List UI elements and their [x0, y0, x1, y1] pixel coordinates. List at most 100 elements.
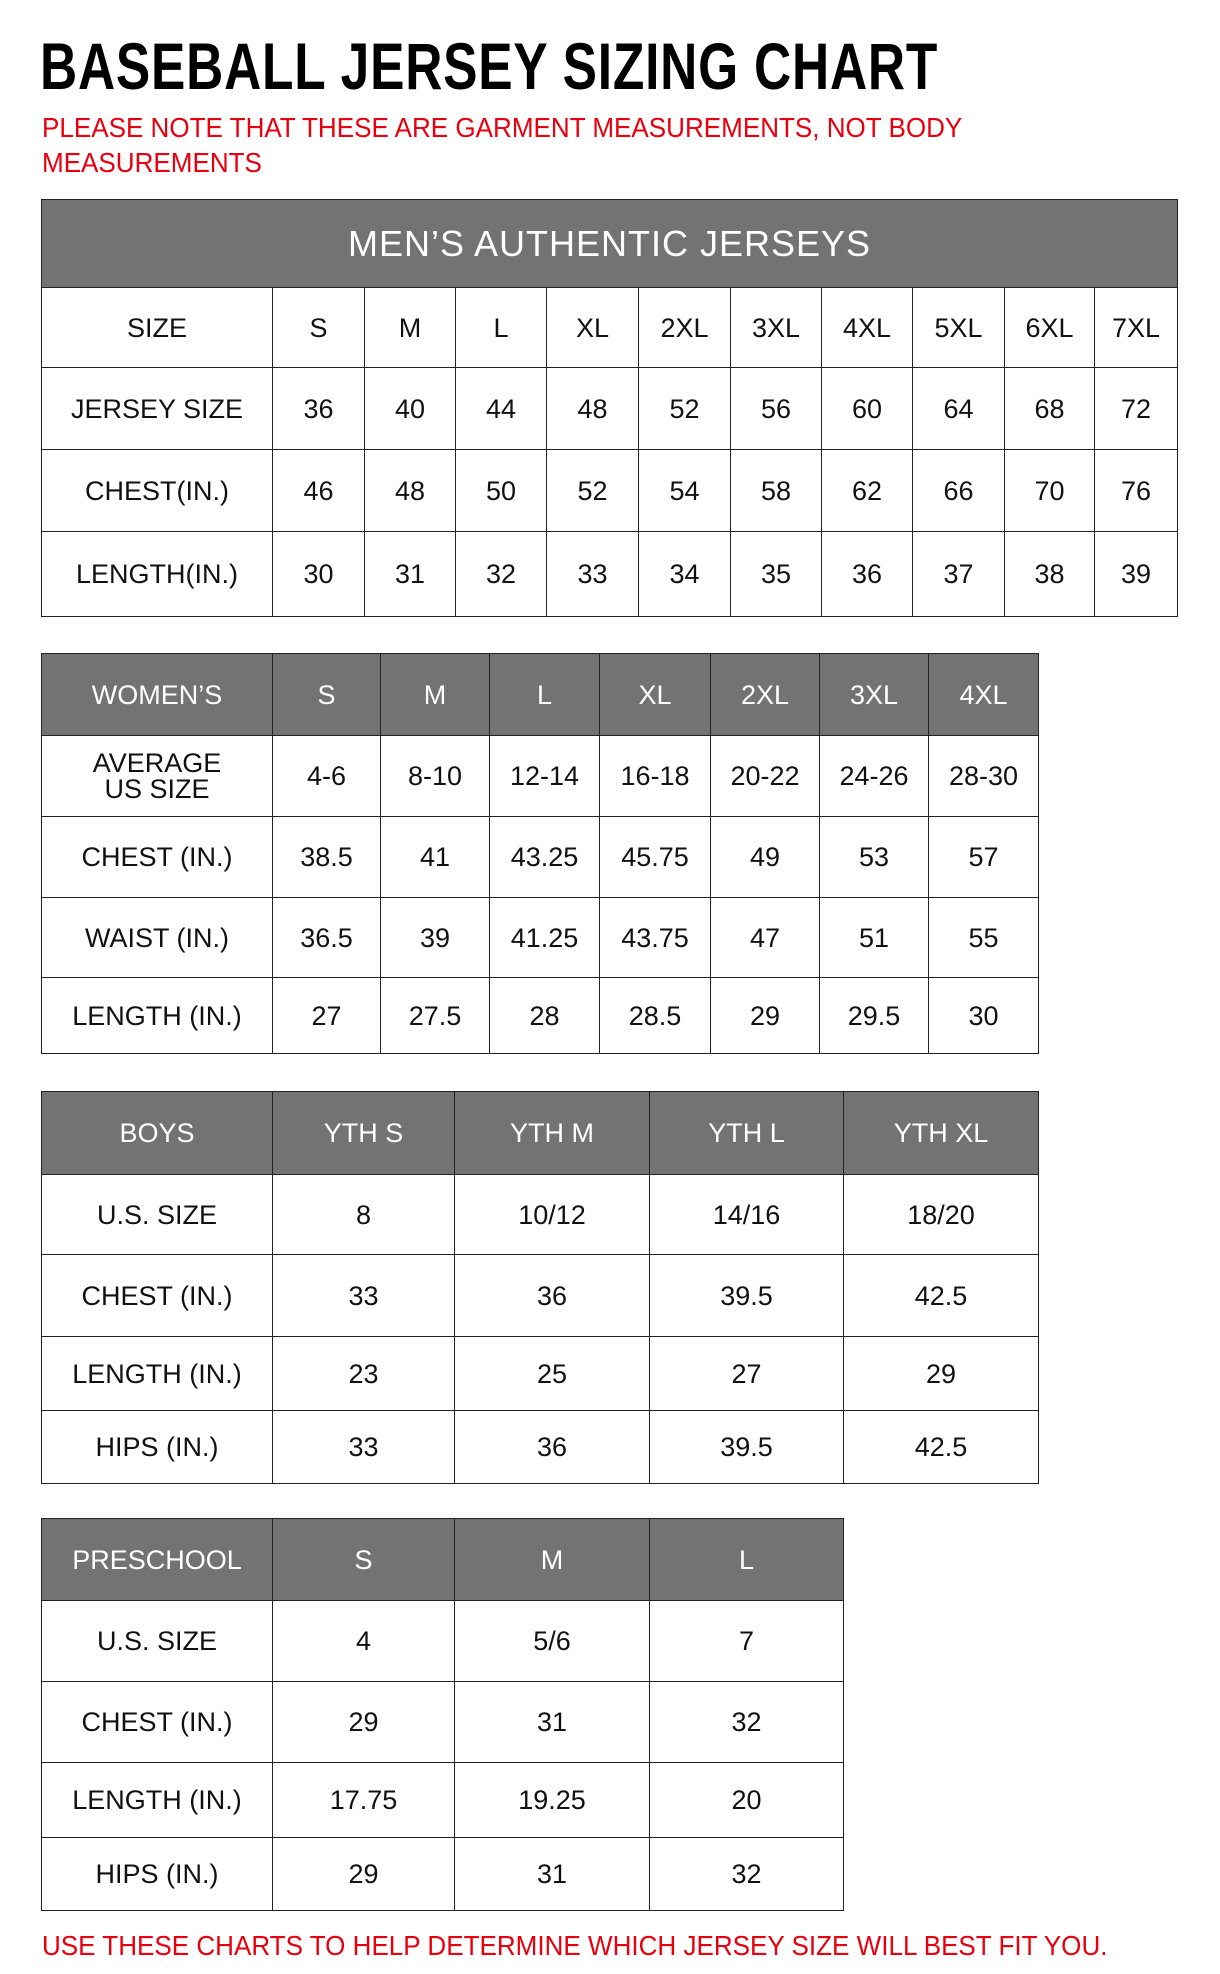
table-cell: 64 [912, 367, 1005, 450]
table-row: U.S. SIZE 4 5/6 7 [41, 1600, 844, 1682]
table-cell: 50 [455, 449, 547, 532]
table-cell: 32 [649, 1837, 844, 1911]
table-row: AVERAGE US SIZE 4-6 8-10 12-14 16-18 20-22 24-… [41, 735, 1039, 817]
table-cell: 57 [928, 816, 1039, 898]
table-cell: 33 [546, 531, 639, 617]
fit-advice-note: USE THESE CHARTS TO HELP DETERMINE WHICH… [42, 1930, 1108, 1961]
table-cell: 29 [843, 1336, 1039, 1411]
table-cell: 36 [821, 531, 913, 617]
column-header: L [649, 1518, 844, 1601]
table-cell: 27.5 [380, 977, 490, 1054]
column-header: 2XL [710, 653, 820, 736]
table-cell: 42.5 [843, 1410, 1039, 1484]
table-cell: 36 [272, 367, 365, 450]
column-header: S [272, 1518, 455, 1601]
table-cell: 20-22 [710, 735, 820, 817]
row-label: U.S. SIZE [41, 1174, 273, 1255]
table-row: CHEST(IN.) 46 48 50 52 54 58 62 66 70 76 [41, 449, 1179, 532]
table-row: LENGTH(IN.) 30 31 32 33 34 35 36 37 38 39 [41, 531, 1179, 617]
row-label: HIPS (IN.) [41, 1837, 273, 1911]
table-cell: 72 [1093, 367, 1179, 450]
table-cell: 32 [649, 1681, 844, 1763]
row-label-header: PRESCHOOL [41, 1518, 273, 1601]
row-label: AVERAGE US SIZE [41, 735, 273, 817]
table-cell: 29.5 [819, 977, 929, 1054]
table-cell: 41 [380, 816, 490, 898]
table-cell: 43.25 [489, 816, 600, 898]
table-cell: 55 [928, 897, 1039, 978]
row-label: LENGTH (IN.) [41, 1762, 273, 1838]
table-cell: 33 [272, 1410, 455, 1484]
table-cell: 36.5 [272, 897, 381, 978]
column-header: YTH S [272, 1091, 455, 1175]
row-label: CHEST (IN.) [41, 816, 273, 898]
table-cell: 28-30 [928, 735, 1039, 817]
table-cell: 51 [819, 897, 929, 978]
column-header: 4XL [928, 653, 1039, 736]
table-cell: 40 [364, 367, 456, 450]
table-cell: 28 [489, 977, 600, 1054]
table-row: CHEST (IN.) 38.5 41 43.25 45.75 49 53 57 [41, 816, 1039, 898]
table-cell: 23 [272, 1336, 455, 1411]
table-cell: 48 [546, 367, 639, 450]
table-cell: 19.25 [454, 1762, 650, 1838]
table-caption: MEN’S AUTHENTIC JERSEYS [40, 199, 1179, 288]
table-cell: 39.5 [649, 1254, 844, 1337]
table-cell: 14/16 [649, 1174, 844, 1255]
table-cell: 56 [730, 367, 822, 450]
table-cell: 49 [710, 816, 820, 898]
table-cell: 7 [649, 1600, 844, 1682]
table-cell: 38.5 [272, 816, 381, 898]
table-cell: 43.75 [599, 897, 711, 978]
table-cell: 66 [912, 449, 1005, 532]
boys-size-table: BOYS YTH S YTH M YTH L YTH XL U.S. SIZE 8 10/12… [41, 1091, 1039, 1484]
table-row: LENGTH (IN.) 23 25 27 29 [41, 1336, 1039, 1411]
table-cell: 36 [454, 1410, 650, 1484]
table-cell: 36 [454, 1254, 650, 1337]
column-header: 2XL [638, 287, 731, 368]
table-row: LENGTH (IN.) 27 27.5 28 28.5 29 29.5 30 [41, 977, 1039, 1054]
table-cell: 39 [380, 897, 490, 978]
table-cell: 30 [272, 531, 365, 617]
table-cell: 31 [454, 1681, 650, 1763]
row-label: LENGTH(IN.) [41, 531, 273, 617]
column-header: S [272, 287, 365, 368]
table-row: LENGTH (IN.) 17.75 19.25 20 [41, 1762, 844, 1838]
column-header: L [489, 653, 600, 736]
table-cell: 30 [928, 977, 1039, 1054]
table-cell: 54 [638, 449, 731, 532]
table-cell: 10/12 [454, 1174, 650, 1255]
table-row: JERSEY SIZE 36 40 44 48 52 56 60 64 68 72 [41, 367, 1179, 450]
table-cell: 53 [819, 816, 929, 898]
table-row: CHEST (IN.) 33 36 39.5 42.5 [41, 1254, 1039, 1337]
page-title: BASEBALL JERSEY SIZING CHART [40, 29, 939, 103]
column-header: L [455, 287, 547, 368]
header-row: WOMEN’S S M L XL 2XL 3XL 4XL [41, 653, 1039, 736]
column-header: YTH XL [843, 1091, 1039, 1175]
table-cell: 4 [272, 1600, 455, 1682]
table-cell: 29 [710, 977, 820, 1054]
table-cell: 37 [912, 531, 1005, 617]
table-cell: 46 [272, 449, 365, 532]
column-header: XL [546, 287, 639, 368]
table-cell: 8 [272, 1174, 455, 1255]
table-cell: 58 [730, 449, 822, 532]
row-label: LENGTH (IN.) [41, 1336, 273, 1411]
column-header: 5XL [912, 287, 1005, 368]
table-cell: 52 [638, 367, 731, 450]
header-row: SIZE S M L XL 2XL 3XL 4XL 5XL 6XL 7XL [41, 287, 1179, 368]
row-label-header: SIZE [41, 287, 273, 368]
column-header: XL [599, 653, 711, 736]
table-cell: 38 [1004, 531, 1095, 617]
table-cell: 4-6 [272, 735, 381, 817]
table-row: CHEST (IN.) 29 31 32 [41, 1681, 844, 1763]
table-cell: 45.75 [599, 816, 711, 898]
column-header: 3XL [730, 287, 822, 368]
table-cell: 27 [649, 1336, 844, 1411]
table-row: WAIST (IN.) 36.5 39 41.25 43.75 47 51 55 [41, 897, 1039, 978]
preschool-size-table: PRESCHOOL S M L U.S. SIZE 4 5/6 7 CHEST (IN.) 29 3… [41, 1518, 844, 1911]
table-row: HIPS (IN.) 29 31 32 [41, 1837, 844, 1911]
row-label-header: BOYS [41, 1091, 273, 1175]
table-cell: 29 [272, 1837, 455, 1911]
table-cell: 25 [454, 1336, 650, 1411]
